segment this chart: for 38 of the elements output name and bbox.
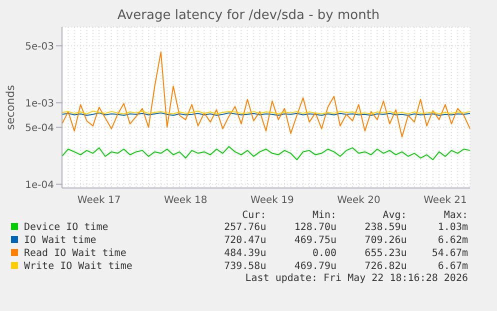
- text: 739.58u: [223, 260, 268, 273]
- x-tick-label: Week 21: [424, 195, 467, 206]
- text: 469.75u: [293, 234, 338, 247]
- x-tick-label: Week 20: [337, 195, 380, 206]
- x-tick-label: Week 17: [77, 195, 121, 206]
- line-series: [62, 146, 470, 160]
- x-tick-label: Week 18: [164, 195, 208, 206]
- legend-label: Write IO Wait time: [23, 260, 134, 273]
- text: 726.82u: [364, 260, 408, 273]
- legend-label: Device IO time: [23, 221, 110, 234]
- text: 238.59u: [364, 221, 408, 234]
- text: 469.79u: [293, 260, 338, 273]
- text: 128.70u: [293, 221, 338, 234]
- text: 0.00: [311, 247, 338, 260]
- text: 655.23u: [364, 247, 408, 260]
- x-tick-label: Week 19: [250, 195, 294, 206]
- text: 54.67m: [430, 247, 469, 260]
- text: Min:: [311, 210, 338, 221]
- text: 1.03m: [436, 221, 469, 234]
- text: 709.26u: [364, 234, 408, 247]
- text: 6.62m: [436, 234, 469, 247]
- text: 6.67m: [436, 260, 469, 273]
- text: 484.39u: [223, 247, 268, 260]
- text: Avg:: [382, 210, 408, 221]
- text: 257.76u: [223, 221, 268, 234]
- text: Cur:: [241, 210, 268, 221]
- text: Last update: Fri May 22 18:16:28 2026: [244, 273, 469, 284]
- y-tick-label: 5e-04: [25, 122, 54, 134]
- text: Max:: [442, 210, 469, 221]
- y-tick-label: 1e-03: [25, 98, 54, 110]
- y-tick-label: 1e-04: [25, 180, 54, 191]
- legend-label: IO Wait time: [23, 234, 98, 247]
- y-tick-label: 5e-03: [25, 41, 54, 52]
- chart-title: Average latency for /dev/sda - by month: [116, 8, 381, 23]
- text: 720.47u: [223, 234, 268, 247]
- legend-label: Read IO Wait time: [23, 247, 128, 260]
- y-axis-title: seconds: [4, 84, 17, 130]
- line-series: [62, 51, 470, 138]
